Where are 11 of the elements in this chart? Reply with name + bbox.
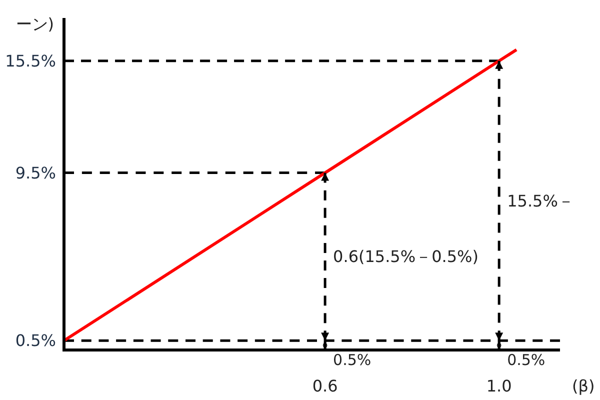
annotation: 0.5% bbox=[507, 351, 546, 370]
x-tick: 0.6 bbox=[312, 376, 338, 396]
y-tick: 15.5% bbox=[5, 51, 56, 70]
annotation: 0.6(15.5%－0.5%) bbox=[333, 247, 478, 266]
annotation: 0.5% bbox=[333, 351, 372, 370]
annotation: 15.5%－ bbox=[507, 191, 574, 210]
y-tick: 0.5% bbox=[15, 331, 56, 350]
x-label: (β) bbox=[572, 376, 595, 396]
y-label: ーン) bbox=[16, 14, 54, 34]
x-tick: 1.0 bbox=[486, 376, 512, 396]
y-tick: 9.5% bbox=[15, 163, 56, 182]
